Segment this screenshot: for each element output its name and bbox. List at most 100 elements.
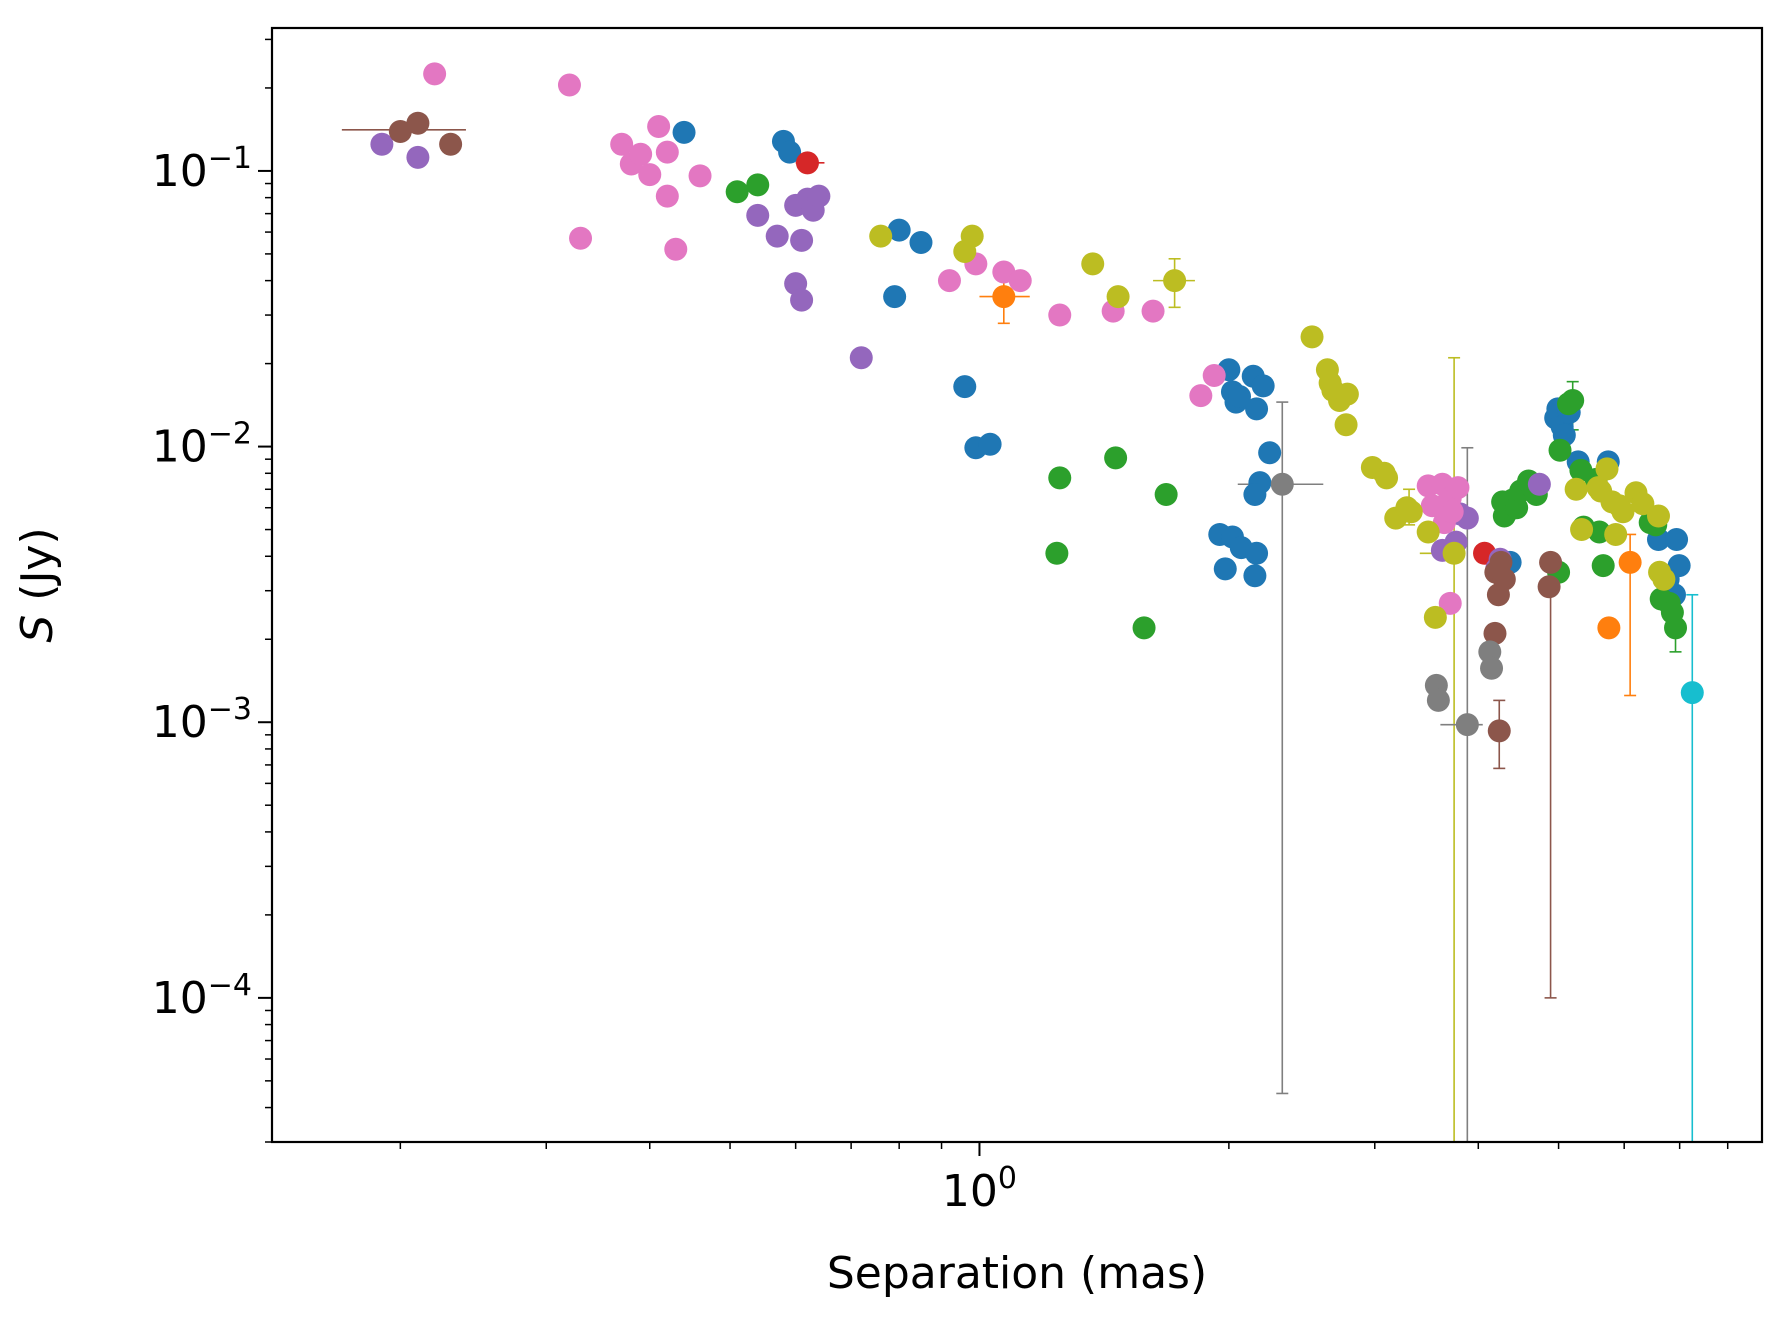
data-point-blue: [1243, 483, 1267, 507]
data-point-purple: [406, 145, 430, 169]
data-point-gray: [1270, 472, 1294, 496]
data-point-green: [1104, 446, 1128, 470]
data-point-pink: [1438, 591, 1462, 615]
data-point-brown: [406, 111, 430, 135]
data-point-blue: [887, 218, 911, 242]
data-point-olive: [1646, 504, 1670, 528]
data-point-pink: [569, 226, 593, 250]
data-point-brown: [1492, 567, 1516, 591]
data-point-olive: [1423, 605, 1447, 629]
y-tick-label: 10−1: [152, 141, 252, 197]
data-point-blue: [1243, 564, 1267, 588]
x-axis-label: Separation (mas): [827, 1248, 1207, 1299]
data-point-purple: [849, 346, 873, 370]
data-point-green: [1154, 483, 1178, 507]
data-point-olive: [1399, 500, 1423, 524]
data-point-blue: [978, 432, 1002, 456]
data-point-blue: [909, 230, 933, 254]
data-point-blue: [1251, 374, 1275, 398]
data-point-purple: [807, 184, 831, 208]
data-point-olive: [1334, 413, 1358, 437]
data-point-orange: [992, 285, 1016, 309]
data-point-gray: [1480, 656, 1504, 680]
data-point-blue: [1665, 528, 1689, 552]
data-point-blue: [1213, 557, 1237, 581]
data-point-blue: [883, 285, 907, 309]
data-point-blue: [953, 375, 977, 399]
data-point-olive: [1416, 520, 1440, 544]
data-point-olive: [1106, 285, 1130, 309]
data-point-green: [1048, 466, 1072, 490]
data-point-pink: [1446, 476, 1470, 500]
data-point-brown: [388, 120, 412, 144]
data-point-olive: [1631, 492, 1655, 516]
data-point-pink: [1141, 299, 1165, 323]
data-point-olive: [1300, 325, 1324, 349]
data-point-olive: [1595, 457, 1619, 481]
data-point-olive: [1570, 518, 1594, 542]
data-point-blue: [778, 140, 802, 164]
data-point-pink: [937, 269, 961, 293]
data-point-pink: [423, 62, 447, 86]
data-point-olive: [1652, 567, 1676, 591]
data-point-pink: [557, 73, 581, 97]
data-point-olive: [869, 224, 893, 248]
data-point-brown: [1487, 719, 1511, 743]
data-point-purple: [790, 228, 814, 252]
y-tick-label: 10−3: [152, 692, 252, 748]
data-point-pink: [1440, 500, 1464, 524]
data-point-olive: [1081, 252, 1105, 276]
data-point-olive: [1163, 269, 1187, 293]
data-points: [370, 62, 1704, 743]
axis-ticks: [258, 38, 1729, 1156]
plot-frame: [270, 26, 1764, 1144]
data-point-gray: [1455, 713, 1479, 737]
data-point-green: [1591, 554, 1615, 578]
data-point-brown: [1537, 575, 1561, 599]
data-point-gray: [1426, 688, 1450, 712]
data-point-pink: [638, 163, 662, 187]
data-point-olive: [1442, 541, 1466, 565]
x-tick-label: 100: [942, 1161, 1017, 1217]
data-point-red: [795, 151, 819, 175]
data-point-pink: [610, 132, 634, 156]
tick-labels: 10−1 10−2 10−3 10−4 100: [152, 141, 1017, 1217]
y-tick-label: 10−4: [152, 968, 252, 1024]
data-point-pink: [655, 140, 679, 164]
data-point-olive: [1611, 500, 1635, 524]
data-point-blue: [672, 120, 696, 144]
data-point-pink: [1048, 303, 1072, 327]
data-point-green: [1561, 388, 1585, 412]
data-point-pink: [629, 142, 653, 166]
data-point-green: [725, 180, 749, 204]
data-point-pink: [647, 114, 671, 138]
data-point-purple: [765, 224, 789, 248]
data-point-pink: [1420, 494, 1444, 518]
data-point-cyan: [1680, 681, 1704, 705]
data-point-green: [1664, 616, 1688, 640]
data-point-pink: [664, 237, 688, 261]
data-point-purple: [1527, 472, 1551, 496]
data-point-brown: [1483, 621, 1507, 645]
data-point-pink: [1202, 364, 1226, 388]
y-axis-label: S (Jy): [12, 527, 63, 642]
data-point-olive: [1604, 522, 1628, 546]
data-point-brown: [1539, 550, 1563, 574]
data-point-pink: [1008, 269, 1032, 293]
data-point-purple: [746, 203, 770, 227]
data-point-green: [1548, 438, 1572, 462]
data-point-olive: [1564, 477, 1588, 501]
data-point-green: [1045, 541, 1069, 565]
data-point-orange: [1618, 550, 1642, 574]
data-point-green: [1132, 616, 1156, 640]
data-point-blue: [1245, 541, 1269, 565]
data-point-purple: [370, 132, 394, 156]
data-point-blue: [1245, 397, 1269, 421]
data-point-olive: [1335, 382, 1359, 406]
data-point-orange: [1597, 616, 1621, 640]
data-point-pink: [688, 164, 712, 188]
data-point-blue: [1228, 384, 1252, 408]
data-point-olive: [1375, 466, 1399, 490]
data-point-olive: [960, 224, 984, 248]
